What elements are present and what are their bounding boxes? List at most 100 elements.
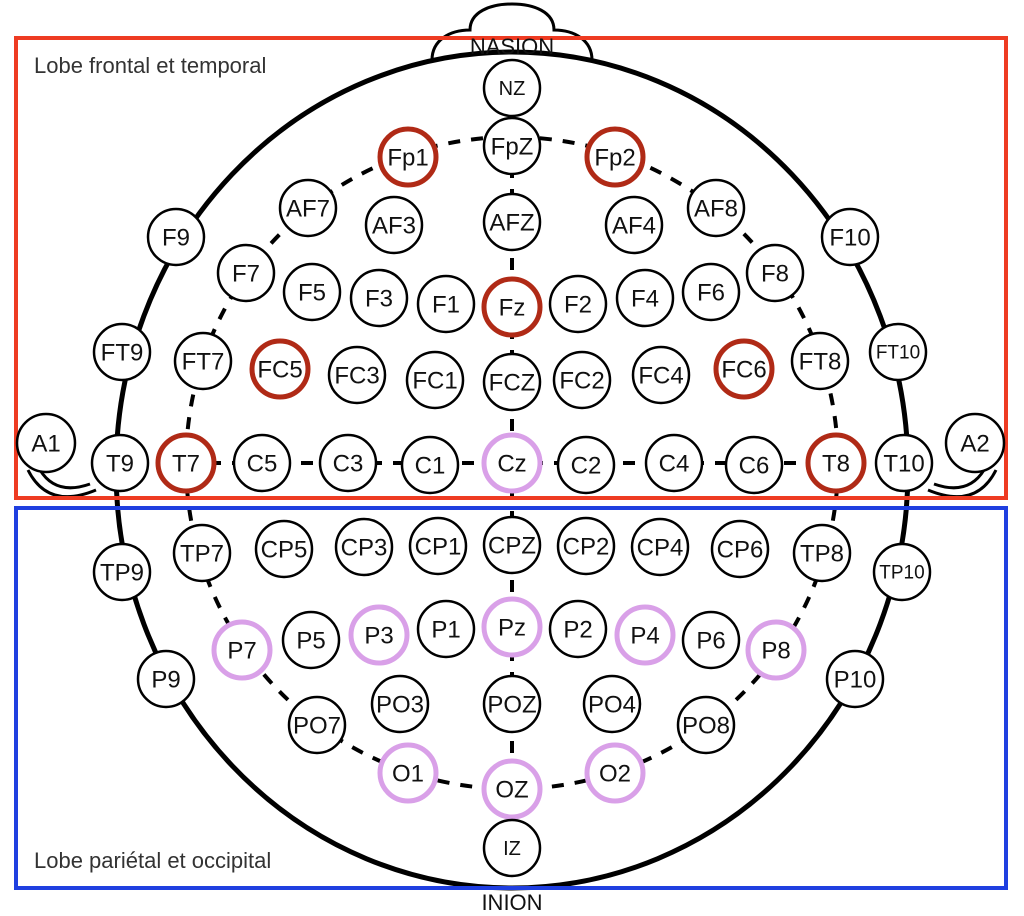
electrode-circle bbox=[146, 207, 206, 267]
electrode-po8: PO8 bbox=[676, 695, 736, 755]
electrode-fc1: FC1 bbox=[405, 350, 465, 410]
electrode-label: Fz bbox=[499, 295, 526, 322]
electrode-label: P4 bbox=[630, 623, 659, 650]
electrode-ft10: FT10 bbox=[868, 322, 928, 382]
electrode-circle bbox=[211, 619, 273, 681]
electrode-circle bbox=[614, 604, 676, 666]
electrode-fc4: FC4 bbox=[631, 345, 691, 405]
electrode-circle bbox=[334, 517, 394, 577]
electrode-t9: T9 bbox=[90, 433, 150, 493]
electrode-circle bbox=[792, 523, 852, 583]
electrode-label: A2 bbox=[960, 431, 989, 458]
electrode-label: CP3 bbox=[341, 535, 388, 562]
inion-label: INION bbox=[481, 890, 542, 915]
electrode-label: P5 bbox=[296, 628, 325, 655]
electrode-label: FC3 bbox=[334, 363, 379, 390]
electrode-circle bbox=[278, 178, 338, 238]
electrode-fc5: FC5 bbox=[249, 338, 311, 400]
electrode-p6: P6 bbox=[681, 610, 741, 670]
electrode-nz: NZ bbox=[482, 58, 542, 118]
electrode-tp7: TP7 bbox=[172, 523, 232, 583]
electrode-label: NZ bbox=[499, 78, 526, 100]
electrode-label: FC4 bbox=[638, 363, 683, 390]
electrode-label: TP10 bbox=[879, 563, 924, 584]
electrode-f10: F10 bbox=[820, 207, 880, 267]
electrode-circle bbox=[790, 331, 850, 391]
electrode-label: TP7 bbox=[180, 541, 224, 568]
electrode-label: Fp2 bbox=[594, 145, 635, 172]
electrode-cp3: CP3 bbox=[334, 517, 394, 577]
electrode-circle bbox=[805, 432, 867, 494]
electrode-cp2: CP2 bbox=[556, 516, 616, 576]
electrode-label: PO3 bbox=[376, 692, 424, 719]
electrode-f3: F3 bbox=[349, 268, 409, 328]
electrode-label: F1 bbox=[432, 292, 460, 319]
electrode-label: FC6 bbox=[721, 357, 766, 384]
nose-outline bbox=[430, 2, 594, 61]
electrode-fz: Fz bbox=[481, 276, 543, 338]
electrode-c6: C6 bbox=[724, 435, 784, 495]
electrode-circle bbox=[944, 412, 1006, 474]
electrode-label: F10 bbox=[829, 225, 870, 252]
electrode-circle bbox=[482, 818, 542, 878]
electrode-label: AF8 bbox=[694, 196, 738, 223]
electrode-label: P2 bbox=[563, 617, 592, 644]
electrode-fc3: FC3 bbox=[327, 345, 387, 405]
electrode-tp10: TP10 bbox=[872, 542, 932, 602]
electrode-cpz: CPZ bbox=[482, 515, 542, 575]
electrode-circle bbox=[416, 599, 476, 659]
electrode-label: F9 bbox=[162, 225, 190, 252]
electrode-p1: P1 bbox=[416, 599, 476, 659]
electrode-circle bbox=[254, 519, 314, 579]
electrode-t8: T8 bbox=[805, 432, 867, 494]
electrode-label: C1 bbox=[415, 453, 446, 480]
electrode-circle bbox=[481, 758, 543, 820]
electrode-circle bbox=[681, 262, 741, 322]
electrode-label: FT7 bbox=[182, 349, 225, 376]
electrode-f4: F4 bbox=[615, 268, 675, 328]
electrode-circle bbox=[136, 649, 196, 709]
electrode-label: Fp1 bbox=[387, 145, 428, 172]
electrode-f1: F1 bbox=[416, 274, 476, 334]
electrode-circle bbox=[349, 268, 409, 328]
electrode-poz: POZ bbox=[482, 674, 542, 734]
electrode-circle bbox=[644, 433, 704, 493]
electrode-f5: F5 bbox=[282, 262, 342, 322]
electrode-label: A1 bbox=[31, 431, 60, 458]
electrode-circle bbox=[364, 195, 424, 255]
electrode-circle bbox=[249, 338, 311, 400]
electrode-circle bbox=[173, 331, 233, 391]
electrode-p8: P8 bbox=[745, 619, 807, 681]
electrode-label: PO7 bbox=[293, 713, 341, 740]
electrode-a2: A2 bbox=[944, 412, 1006, 474]
electrode-circle bbox=[710, 519, 770, 579]
electrode-circle bbox=[681, 610, 741, 670]
electrode-circle bbox=[92, 542, 152, 602]
electrode-f6: F6 bbox=[681, 262, 741, 322]
electrode-circle bbox=[482, 352, 542, 412]
electrode-label: FpZ bbox=[491, 134, 534, 161]
electrode-circle bbox=[631, 345, 691, 405]
electrode-label: F7 bbox=[232, 261, 260, 288]
electrode-circle bbox=[676, 695, 736, 755]
electrode-t7: T7 bbox=[155, 432, 217, 494]
electrode-circle bbox=[216, 243, 276, 303]
electrode-po4: PO4 bbox=[582, 674, 642, 734]
parietal-occipital-region-frame bbox=[14, 506, 1008, 890]
electrode-label: OZ bbox=[495, 777, 528, 804]
electrode-label: CPZ bbox=[488, 533, 536, 560]
left-ear-arc-inner bbox=[38, 469, 91, 490]
electrode-ft8: FT8 bbox=[790, 331, 850, 391]
frontal-temporal-region-frame bbox=[14, 36, 1008, 500]
electrode-cz: Cz bbox=[481, 432, 543, 494]
electrode-label: F2 bbox=[564, 292, 592, 319]
electrode-circle bbox=[482, 58, 542, 118]
electrode-circle bbox=[287, 695, 347, 755]
electrode-label: FT9 bbox=[101, 340, 144, 367]
electrode-f7: F7 bbox=[216, 243, 276, 303]
electrode-circle bbox=[400, 435, 460, 495]
frontal-temporal-region-label: Lobe frontal et temporal bbox=[34, 53, 266, 78]
electrode-label: Cz bbox=[497, 451, 526, 478]
electrode-cp6: CP6 bbox=[710, 519, 770, 579]
